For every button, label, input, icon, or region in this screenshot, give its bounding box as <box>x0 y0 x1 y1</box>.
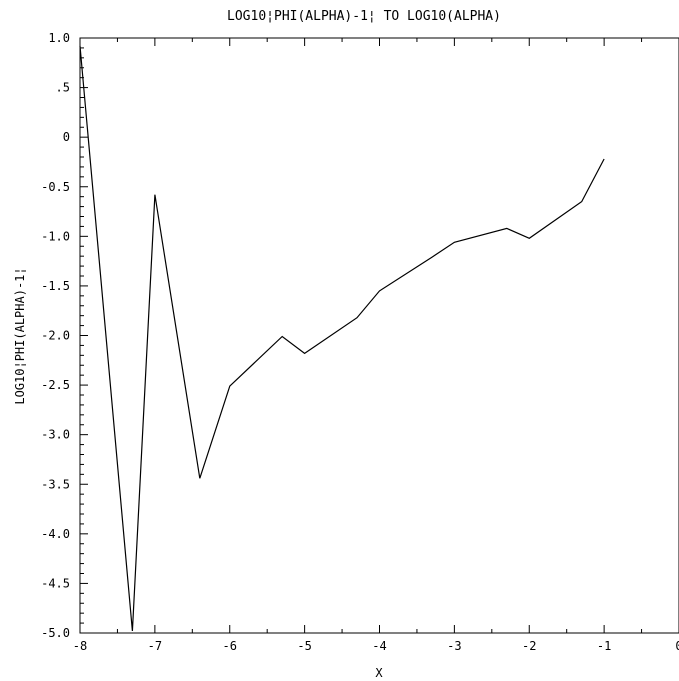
y-tick-label: -2.0 <box>41 329 70 343</box>
series-lines <box>79 45 605 632</box>
x-tick-label: -7 <box>148 639 162 653</box>
plot-frame <box>79 37 679 634</box>
x-tick-label: -2 <box>522 639 536 653</box>
y-tick-label: .5 <box>56 81 70 95</box>
y-tick-label: 0 <box>63 130 70 144</box>
x-axis-label: X <box>375 666 383 680</box>
x-tick-label: -4 <box>372 639 386 653</box>
y-tick-label: -3.5 <box>41 477 70 491</box>
x-tick-label: -8 <box>73 639 87 653</box>
tick-labels: -8 -7 -6 -5 -4 -3 -2 -1 0 1.0 .5 0 -0.5 -1.0 -1.5 -2.0 -… <box>41 31 679 653</box>
chart-title: LOG10¦PHI(ALPHA)-1¦ TO LOG10(ALPHA) <box>227 9 501 24</box>
y-tick-label: -1.5 <box>41 279 70 293</box>
x-tick-label: 0 <box>675 639 679 653</box>
y-axis-label: LOG10¦PHI(ALPHA)-1¦ <box>13 267 27 404</box>
y-tick-label: -5.0 <box>41 626 70 640</box>
x-tick-label: -5 <box>297 639 311 653</box>
x-tick-label: -6 <box>223 639 237 653</box>
y-tick-label: -4.0 <box>41 527 70 541</box>
x-tick-label: -1 <box>597 639 611 653</box>
y-tick-label: -1.0 <box>41 229 70 243</box>
axis-ticks <box>79 37 679 634</box>
x-tick-label: -3 <box>447 639 461 653</box>
y-tick-label: 1.0 <box>48 31 70 45</box>
y-tick-label: -0.5 <box>41 180 70 194</box>
series-line <box>79 45 605 632</box>
y-tick-label: -2.5 <box>41 378 70 392</box>
y-tick-label: -3.0 <box>41 428 70 442</box>
y-tick-label: -4.5 <box>41 576 70 590</box>
